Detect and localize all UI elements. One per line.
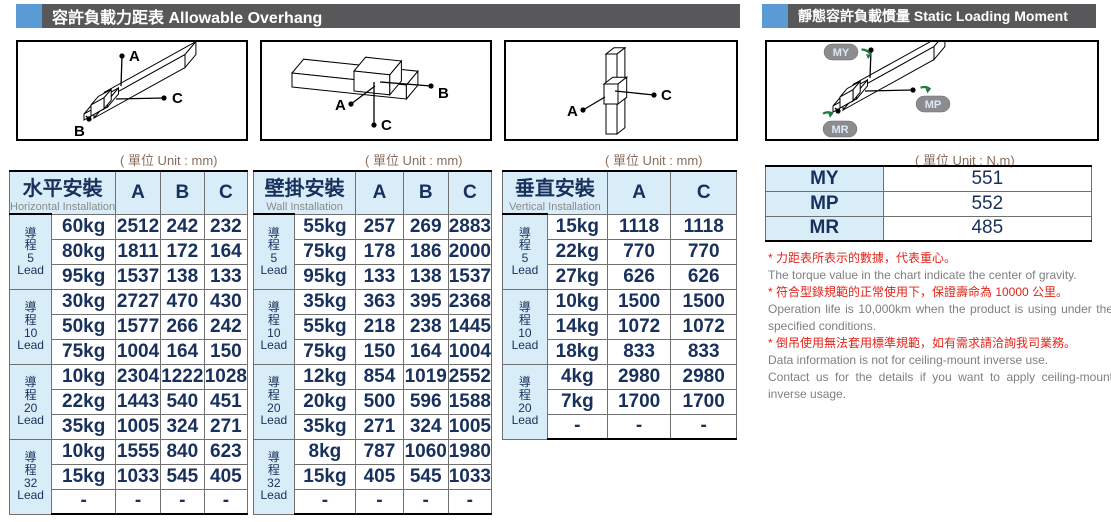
svg-text:MY: MY — [833, 47, 850, 59]
svg-text:B: B — [74, 123, 85, 140]
svg-text:B: B — [438, 85, 449, 102]
svg-text:MP: MP — [925, 99, 942, 111]
svg-text:A: A — [129, 48, 140, 65]
svg-text:MR: MR — [831, 124, 848, 136]
svg-text:A: A — [567, 103, 578, 120]
svg-text:C: C — [172, 90, 183, 107]
svg-text:C: C — [381, 117, 392, 134]
svg-text:C: C — [661, 87, 672, 104]
svg-text:A: A — [335, 97, 346, 114]
